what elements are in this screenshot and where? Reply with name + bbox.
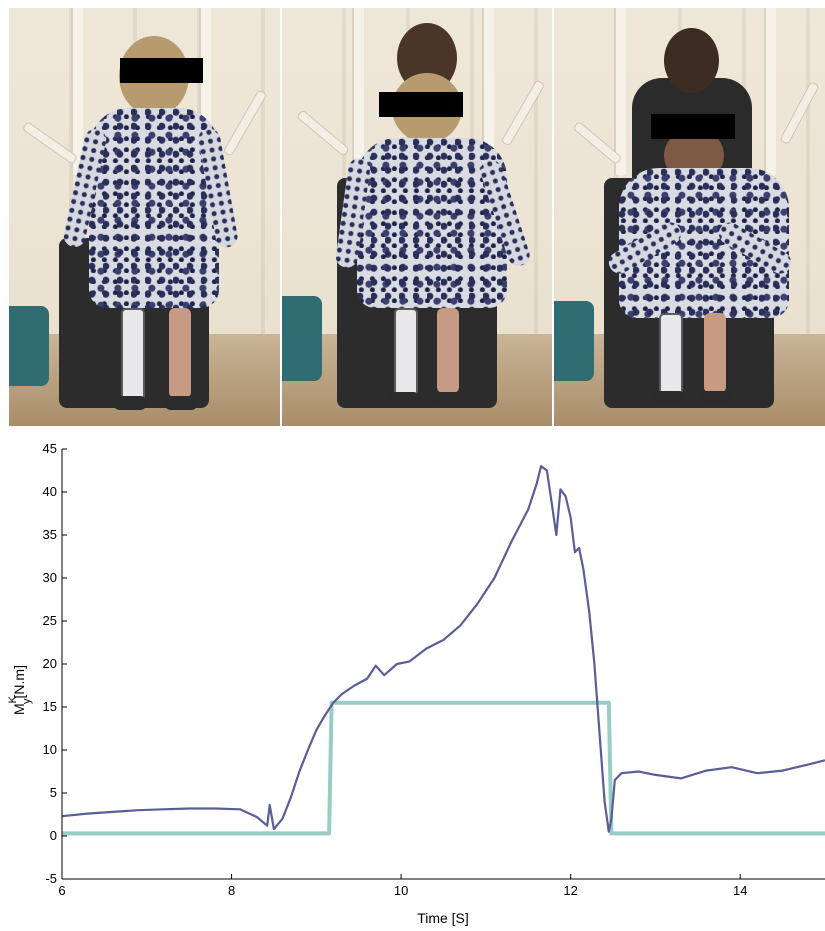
y-tick-label: 20 [43,656,57,671]
y-axis-label-main: M [11,703,27,715]
svg-text:MKy[N.m]: MK y[N.m] [7,665,33,715]
y-tick-label: 10 [43,742,57,757]
x-tick-label: 12 [563,883,577,898]
photo-frame-seated [554,8,825,426]
x-axis-label: Time [S] [417,910,469,926]
x-tick-label: 10 [394,883,408,898]
y-tick-label: 45 [43,441,57,456]
y-tick-label: 30 [43,570,57,585]
photo-frame-standing [9,8,280,426]
measured-moment-line [62,700,825,836]
x-tick-label: 8 [228,883,235,898]
plot-area [61,465,825,836]
x-tick-label: 6 [58,883,65,898]
y-tick-label: 0 [50,828,57,843]
y-tick-label: 5 [50,785,57,800]
face-censor-bar [651,114,736,139]
face-censor-bar [120,58,203,83]
step-signal-line [61,465,825,833]
photo-frame-lowering [281,8,553,426]
y-axis-label-sub: y [21,698,33,704]
y-tick-label: -5 [45,871,57,886]
y-tick-label: 25 [43,613,57,628]
y-tick-label: 15 [43,699,57,714]
x-tick-label: 14 [733,883,747,898]
face-censor-bar [378,92,463,117]
y-tick-label: 40 [43,484,57,499]
axes: -5 0 5 10 15 20 25 30 35 40 45 6 8 10 12 14 [43,441,825,898]
knee-moment-chart: -5 0 5 10 15 20 25 30 35 40 45 6 8 10 12 14 Time [S] MK… [7,441,825,926]
photo-strip [9,8,825,426]
y-tick-label: 35 [43,527,57,542]
y-axis-label: MK y[N.m] [7,665,33,715]
y-axis-label-sup: K [7,695,19,703]
y-axis-label-unit: [N.m] [11,665,27,698]
